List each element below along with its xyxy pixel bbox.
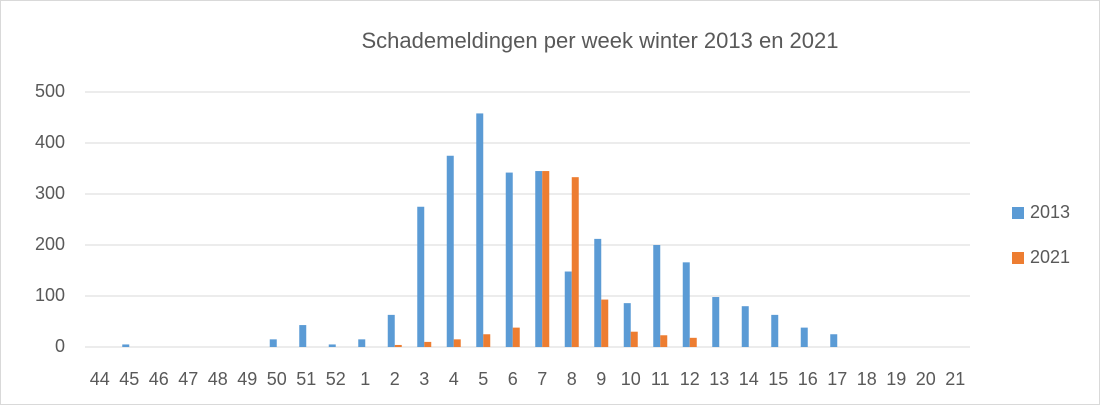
- bar: [424, 341, 432, 347]
- x-tick-label: 11: [651, 369, 670, 389]
- y-tick-label: 0: [55, 336, 65, 356]
- bar: [417, 206, 425, 347]
- x-tick-label: 17: [827, 369, 847, 389]
- bar: [542, 171, 550, 347]
- x-tick-label: 3: [419, 369, 429, 389]
- x-tick-label: 6: [508, 369, 518, 389]
- x-tick-label: 50: [267, 369, 287, 389]
- y-tick-label: 300: [35, 183, 65, 203]
- bar: [453, 339, 461, 347]
- x-tick-label: 5: [478, 369, 488, 389]
- legend-swatch: [1012, 252, 1024, 264]
- x-tick-label: 18: [857, 369, 877, 389]
- x-tick-label: 15: [768, 369, 788, 389]
- bar: [564, 271, 572, 347]
- x-tick-label: 7: [537, 369, 547, 389]
- x-tick-label: 49: [237, 369, 257, 389]
- bar: [299, 325, 307, 347]
- y-tick-label: 400: [35, 132, 65, 152]
- x-tick-label: 10: [621, 369, 641, 389]
- bar: [269, 339, 277, 347]
- bar: [623, 303, 631, 347]
- bar: [601, 299, 609, 347]
- x-tick-label: 4: [449, 369, 459, 389]
- bar: [328, 344, 336, 347]
- x-tick-label: 46: [149, 369, 169, 389]
- x-tick-label: 16: [798, 369, 818, 389]
- x-tick-label: 51: [296, 369, 316, 389]
- x-tick-label: 8: [567, 369, 577, 389]
- x-tick-label: 47: [178, 369, 198, 389]
- bar: [682, 262, 690, 347]
- bar: [712, 297, 720, 347]
- bar: [512, 327, 520, 347]
- bar: [122, 344, 130, 347]
- bar: [630, 331, 638, 347]
- bar: [830, 334, 838, 347]
- y-tick-label: 100: [35, 285, 65, 305]
- x-tick-label: 52: [326, 369, 346, 389]
- x-tick-label: 14: [739, 369, 759, 389]
- legend-swatch: [1012, 207, 1024, 219]
- x-tick-label: 48: [208, 369, 228, 389]
- x-tick-label: 20: [916, 369, 936, 389]
- x-tick-label: 1: [360, 369, 370, 389]
- bar: [571, 177, 579, 347]
- bar: [394, 344, 402, 347]
- bar: [387, 314, 395, 347]
- bar: [358, 339, 366, 347]
- x-tick-label: 21: [945, 369, 965, 389]
- bar: [653, 245, 661, 347]
- x-tick-label: 9: [596, 369, 606, 389]
- bar: [800, 327, 808, 347]
- legend-label: 2021: [1030, 247, 1070, 267]
- x-tick-label: 12: [680, 369, 700, 389]
- legend-label: 2013: [1030, 202, 1070, 222]
- bar: [505, 172, 513, 347]
- bar: [660, 335, 668, 347]
- y-tick-label: 500: [35, 81, 65, 101]
- bar: [689, 337, 697, 347]
- y-tick-label: 200: [35, 234, 65, 254]
- chart-title: Schademeldingen per week winter 2013 en …: [362, 28, 839, 53]
- x-tick-label: 45: [119, 369, 139, 389]
- bar: [535, 171, 543, 347]
- bar: [771, 314, 779, 347]
- bar: [741, 306, 749, 347]
- bar: [483, 334, 491, 347]
- x-tick-label: 19: [886, 369, 906, 389]
- bar: [476, 113, 484, 347]
- x-tick-label: 13: [709, 369, 729, 389]
- bar: [446, 155, 454, 347]
- bar: [594, 238, 602, 347]
- x-tick-label: 44: [90, 369, 110, 389]
- x-tick-label: 2: [390, 369, 400, 389]
